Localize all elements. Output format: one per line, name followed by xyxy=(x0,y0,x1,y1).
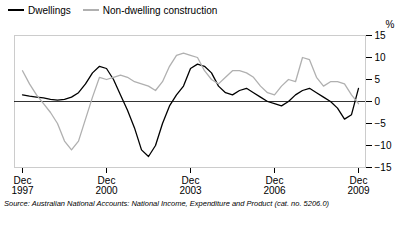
svg-text:Dec2003: Dec2003 xyxy=(179,175,202,196)
html-text:Dwellings: Dwellings xyxy=(28,4,71,16)
html-text:Non-dwelling construction: Non-dwelling construction xyxy=(102,4,218,16)
svg-text:%: % xyxy=(386,19,395,30)
svg-text:−10: −10 xyxy=(375,140,392,151)
svg-text:Dec1997: Dec1997 xyxy=(11,175,34,196)
svg-text:15: 15 xyxy=(375,30,387,41)
svg-text:10: 10 xyxy=(375,52,387,63)
svg-text:5: 5 xyxy=(375,74,381,85)
svg-text:−5: −5 xyxy=(375,118,387,129)
svg-text:0: 0 xyxy=(375,96,381,107)
svg-text:Dec2000: Dec2000 xyxy=(95,175,118,196)
svg-text:−15: −15 xyxy=(375,162,392,173)
svg-text:Dec2009: Dec2009 xyxy=(347,175,370,196)
html-text:Source: Australian National Ac: Source: Australian National Accounts: Na… xyxy=(4,199,329,208)
svg-text:Dec2006: Dec2006 xyxy=(263,175,286,196)
